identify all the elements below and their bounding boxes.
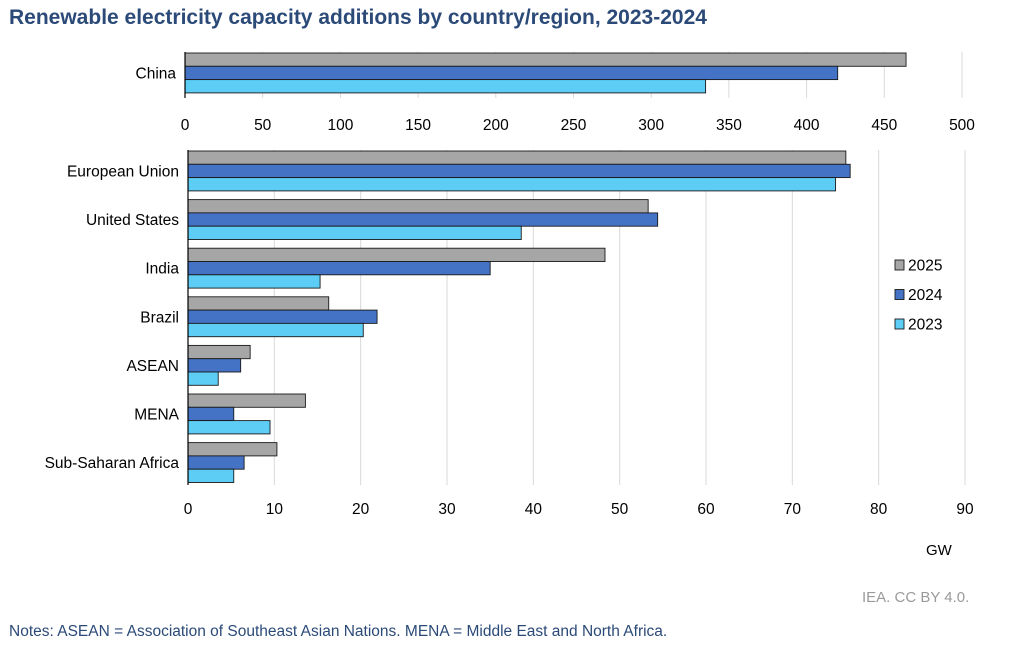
- top-x-tick-300: 300: [638, 117, 664, 134]
- category-label-asean: ASEAN: [126, 358, 179, 375]
- bottom-x-tick-30: 30: [438, 501, 456, 518]
- bar-european-union-2024: [187, 163, 851, 179]
- bar-european-union-2025: [187, 150, 847, 165]
- bar-india-2023: [187, 274, 321, 289]
- bar-china-2023: [184, 79, 707, 94]
- bottom-x-tick-80: 80: [870, 501, 888, 518]
- bottom-x-tick-40: 40: [525, 501, 543, 518]
- bar-mena-2023: [187, 420, 271, 435]
- source-credit: IEA. CC BY 4.0.: [862, 589, 970, 606]
- chart-notes: Notes: ASEAN = Association of Southeast …: [9, 623, 668, 640]
- legend-swatch-2024: [894, 289, 905, 300]
- legend-label-2023: 2023: [908, 317, 942, 334]
- bar-sub-saharan-africa-2024: [187, 455, 245, 470]
- top-x-tick-500: 500: [949, 117, 975, 134]
- bar-india-2024: [187, 261, 491, 276]
- bar-united-states-2024: [187, 212, 659, 227]
- bar-asean-2024: [187, 358, 242, 373]
- bottom-x-tick-50: 50: [611, 501, 629, 518]
- x-axis-unit-label: GW: [926, 542, 952, 559]
- bottom-x-tick-20: 20: [352, 501, 370, 518]
- legend-label-2024: 2024: [908, 287, 943, 304]
- top-x-tick-50: 50: [254, 117, 272, 134]
- bar-chart: 0 50 100 150 200 250 300 350 400 450 500 China 0 10 20…: [45, 52, 975, 518]
- top-x-tick-400: 400: [794, 117, 820, 134]
- bottom-x-tick-60: 60: [697, 501, 715, 518]
- category-label-sub-saharan-africa: Sub-Saharan Africa: [45, 455, 180, 472]
- category-label-china: China: [136, 65, 177, 82]
- bar-sub-saharan-africa-2025: [187, 442, 278, 457]
- top-x-tick-200: 200: [483, 117, 509, 134]
- bar-sub-saharan-africa-2023: [187, 468, 235, 483]
- bar-brazil-2023: [187, 322, 364, 338]
- bar-european-union-2023: [187, 177, 836, 192]
- category-label-brazil: Brazil: [140, 309, 179, 326]
- bottom-x-tick-90: 90: [956, 501, 974, 518]
- chart-title: Renewable electricity capacity additions…: [9, 6, 707, 29]
- bar-mena-2024: [187, 406, 235, 422]
- bar-china-2025: [184, 52, 907, 67]
- top-x-tick-350: 350: [716, 117, 742, 134]
- top-x-tick-250: 250: [561, 117, 587, 134]
- bar-asean-2023: [187, 371, 219, 386]
- top-x-tick-150: 150: [405, 117, 431, 134]
- bottom-x-tick-10: 10: [266, 501, 284, 518]
- category-label-india: India: [145, 261, 179, 278]
- legend-label-2025: 2025: [908, 258, 942, 275]
- top-x-tick-450: 450: [871, 117, 897, 134]
- bar-united-states-2025: [187, 199, 649, 214]
- category-label-mena: MENA: [134, 406, 179, 423]
- bar-asean-2025: [187, 344, 251, 360]
- bar-mena-2025: [187, 393, 306, 408]
- legend-swatch-2023: [894, 318, 905, 330]
- bar-united-states-2023: [187, 225, 522, 240]
- bar-brazil-2025: [187, 296, 330, 311]
- bar-brazil-2024: [187, 309, 378, 324]
- bar-china-2024: [184, 65, 839, 81]
- bar-india-2025: [187, 247, 606, 262]
- bottom-x-tick-70: 70: [784, 501, 802, 518]
- bottom-x-tick-0: 0: [184, 501, 193, 518]
- category-label-united-states: United States: [86, 212, 179, 229]
- legend-swatch-2025: [894, 259, 905, 271]
- top-x-tick-0: 0: [181, 117, 190, 134]
- top-x-tick-100: 100: [327, 117, 353, 134]
- category-label-european-union: European Union: [67, 163, 179, 180]
